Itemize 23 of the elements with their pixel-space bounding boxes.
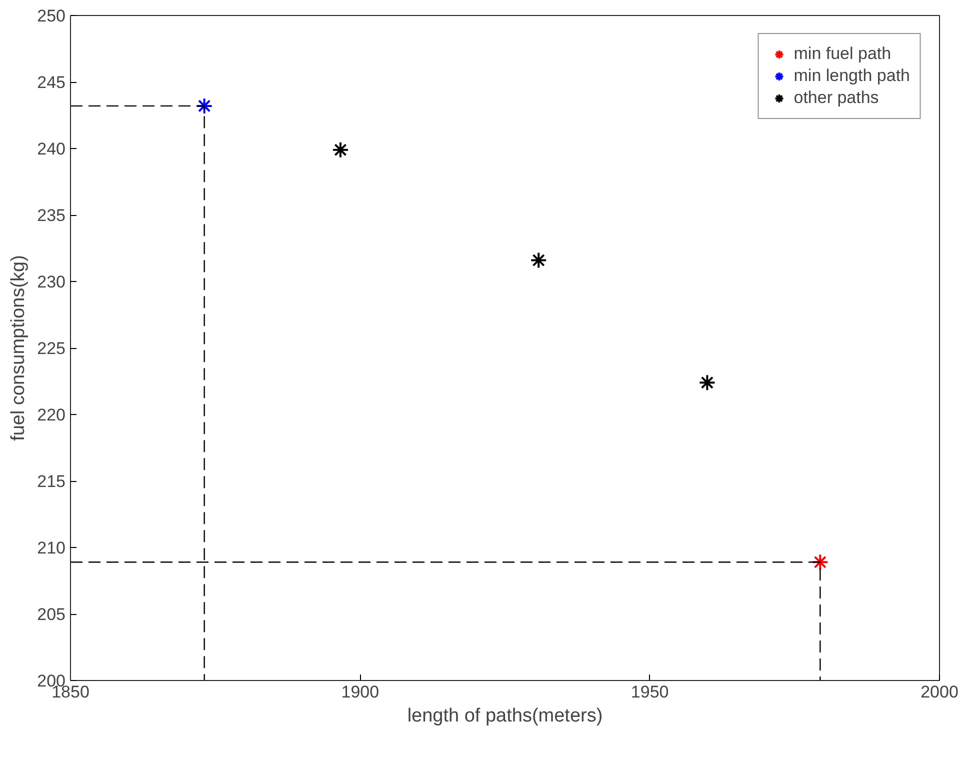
- y-tick-label: 220: [37, 406, 66, 424]
- y-tick-label: 225: [37, 339, 66, 358]
- legend-label: other paths: [794, 88, 879, 108]
- y-tick-label: 240: [37, 140, 66, 158]
- y-tick-label: 245: [37, 73, 66, 92]
- y-tick-label: 230: [37, 272, 66, 292]
- point: [196, 97, 213, 114]
- x-tick-label: 1950: [630, 682, 669, 702]
- y-tick-label: 215: [37, 472, 66, 491]
- x-tick-label: 2000: [920, 682, 958, 702]
- legend-label: min length path: [794, 66, 910, 86]
- x-tick-label: 1900: [341, 682, 380, 702]
- point: [812, 554, 829, 571]
- y-tick-label: 250: [37, 6, 66, 26]
- y-tick-label: 205: [37, 605, 66, 624]
- point: [530, 252, 548, 269]
- legend-label: min fuel path: [794, 44, 892, 64]
- y-tick-label: 235: [37, 206, 66, 225]
- y-tick-label: 210: [37, 538, 66, 558]
- x-axis-title: length of paths(meters): [407, 706, 603, 726]
- point: [332, 141, 349, 158]
- y-axis-title: fuel consumptions(kg): [8, 255, 30, 441]
- point: [698, 374, 716, 392]
